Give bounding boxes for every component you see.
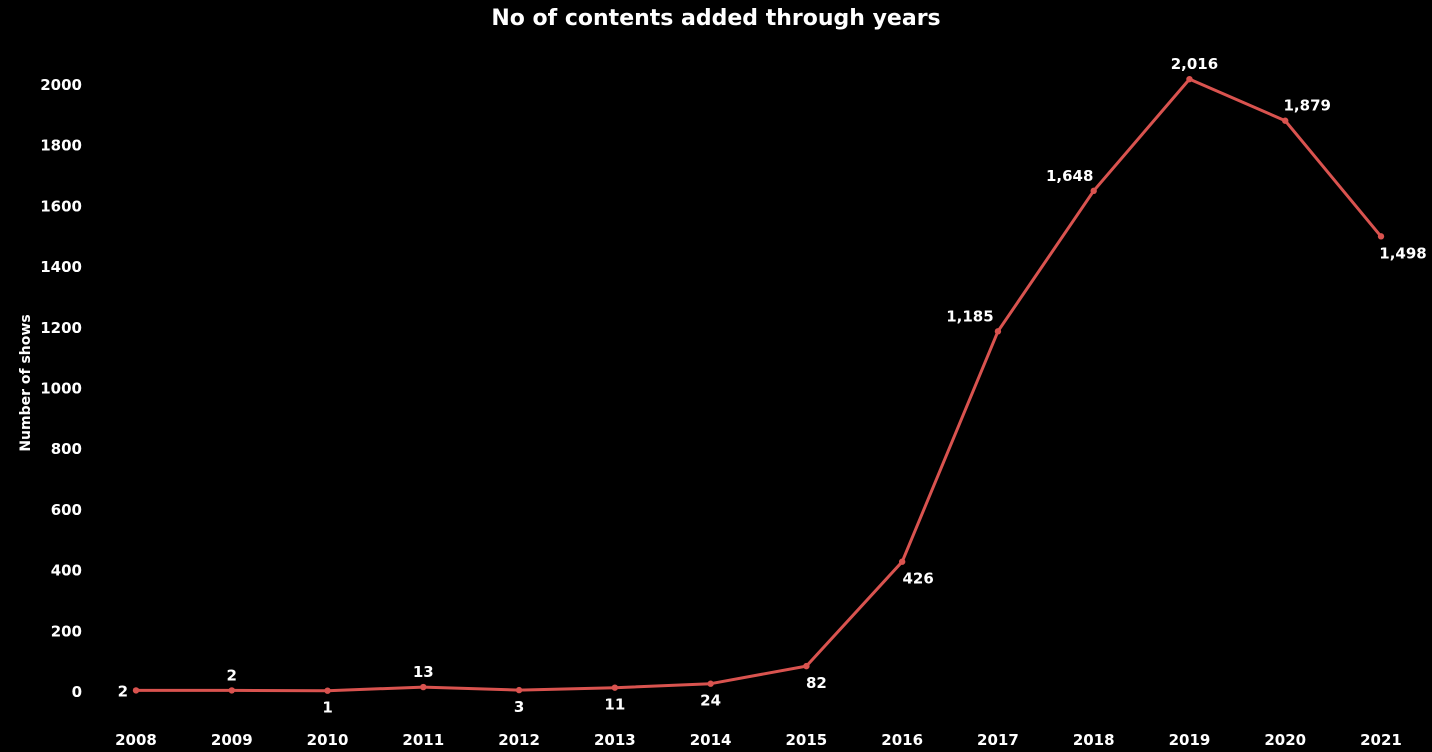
data-label: 1,648 xyxy=(1046,167,1093,185)
y-tick-label: 1400 xyxy=(40,258,82,276)
x-tick-label: 2013 xyxy=(594,731,636,749)
data-point xyxy=(898,558,906,565)
y-tick-label: 1000 xyxy=(40,380,82,398)
data-point xyxy=(803,662,810,670)
data-points xyxy=(132,75,1385,694)
y-tick-label: 0 xyxy=(72,683,82,701)
data-point xyxy=(228,687,235,694)
y-tick-label: 800 xyxy=(51,440,82,458)
data-label: 2 xyxy=(227,666,237,684)
x-tick-label: 2011 xyxy=(402,731,444,749)
y-tick-label: 600 xyxy=(51,501,82,519)
y-tick-label: 200 xyxy=(51,622,82,640)
y-axis-title: Number of shows xyxy=(18,314,34,451)
x-tick-label: 2012 xyxy=(498,731,540,749)
y-axis-ticks: 0 200 400 600 800 1000 1200 1400 1600 1800 2000 xyxy=(40,76,82,701)
x-axis-ticks: 2008 2009 2010 2011 2012 2013 2014 2015 2016 2017… xyxy=(115,731,1402,749)
y-tick-label: 400 xyxy=(51,562,82,580)
x-tick-label: 2009 xyxy=(211,731,253,749)
data-label: 1 xyxy=(322,699,332,717)
x-tick-label: 2010 xyxy=(307,731,349,749)
data-label: 24 xyxy=(700,692,721,710)
data-label: 13 xyxy=(413,663,434,681)
data-point xyxy=(420,683,427,691)
data-label: 2 xyxy=(118,682,128,700)
data-label: 426 xyxy=(902,570,933,588)
data-point xyxy=(707,680,714,687)
x-tick-label: 2019 xyxy=(1169,731,1211,749)
y-tick-label: 1200 xyxy=(40,319,82,337)
data-point xyxy=(994,328,1002,335)
data-point xyxy=(515,686,523,694)
data-label: 1,879 xyxy=(1284,97,1331,115)
x-tick-label: 2008 xyxy=(115,731,157,749)
chart-title: No of contents added through years xyxy=(491,6,941,31)
x-tick-label: 2017 xyxy=(977,731,1019,749)
x-tick-label: 2014 xyxy=(690,731,732,749)
series-line xyxy=(136,77,1383,693)
data-point xyxy=(611,684,619,691)
y-tick-label: 1800 xyxy=(40,137,82,155)
data-labels: 2 2 1 13 3 11 24 82 426 1,185 1,648 2,016 1,879 1,498 xyxy=(118,55,1427,717)
data-label: 82 xyxy=(806,674,827,692)
data-point xyxy=(324,687,331,694)
x-tick-label: 2020 xyxy=(1264,731,1306,749)
data-point xyxy=(132,687,140,694)
data-point xyxy=(1282,117,1289,124)
data-label: 1,498 xyxy=(1379,244,1426,262)
data-label: 2,016 xyxy=(1171,55,1218,73)
data-point xyxy=(1377,233,1385,240)
x-tick-label: 2015 xyxy=(786,731,828,749)
data-label: 3 xyxy=(514,698,524,716)
x-tick-label: 2018 xyxy=(1073,731,1115,749)
data-point xyxy=(1090,187,1097,195)
x-tick-label: 2021 xyxy=(1360,731,1402,749)
y-tick-label: 1600 xyxy=(40,197,82,215)
y-tick-label: 2000 xyxy=(40,76,82,94)
data-point xyxy=(1186,75,1193,83)
data-label: 11 xyxy=(604,696,625,714)
x-tick-label: 2016 xyxy=(881,731,923,749)
data-label: 1,185 xyxy=(946,307,993,325)
